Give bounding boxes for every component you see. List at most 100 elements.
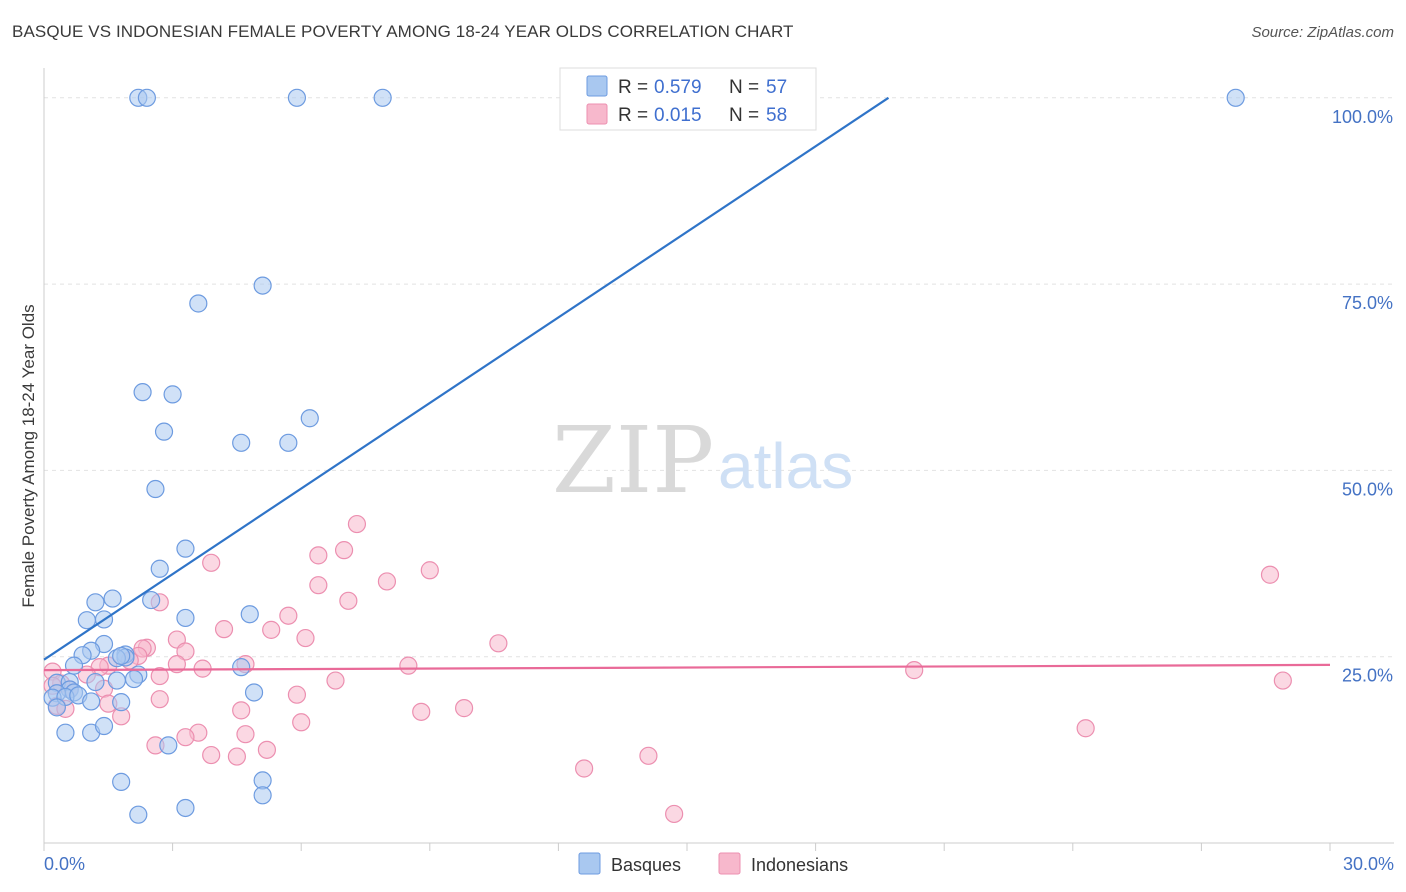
chart-source: Source: ZipAtlas.com (1251, 24, 1394, 41)
indonesian-point (420, 561, 439, 580)
indonesian-point (227, 747, 246, 766)
legend-n-label-basques: N = (729, 77, 759, 98)
series-legend-label-indonesians: Indonesians (751, 855, 848, 875)
indonesian-point (287, 685, 307, 704)
chart-title: BASQUE VS INDONESIAN FEMALE POVERTY AMON… (12, 22, 794, 41)
indonesian-point (167, 655, 186, 674)
basque-point (142, 590, 161, 610)
indonesian-point (292, 713, 311, 732)
basque-point (86, 672, 105, 692)
basque-point (373, 88, 392, 107)
indonesian-point (639, 746, 658, 765)
indonesian-point (334, 541, 354, 560)
x-tick-label-min: 0.0% (44, 854, 85, 874)
watermark-zip: ZIP (552, 407, 714, 514)
y-tick-labels: 25.0% 50.0% 75.0% 100.0% (1332, 107, 1393, 686)
basque-point (47, 698, 66, 717)
indonesian-point (279, 606, 298, 625)
basque-point (133, 383, 152, 402)
series-legend: Basques Indonesians (578, 852, 848, 875)
indonesian-point (232, 701, 251, 720)
basque-point (279, 433, 298, 452)
basque-point (129, 805, 148, 824)
basque-point (56, 723, 75, 742)
indonesian-point (202, 553, 221, 572)
basque-point (103, 589, 122, 608)
watermark: ZIP atlas (552, 407, 853, 514)
indonesian-point (150, 690, 169, 709)
indonesian-point (176, 728, 195, 747)
indonesian-point (1260, 565, 1280, 584)
basque-point (189, 294, 208, 313)
gridlines (44, 97, 1394, 658)
indonesian-point (150, 666, 169, 686)
basque-trend-line (43, 96, 890, 661)
basque-point (176, 539, 195, 558)
indonesian-point (176, 642, 195, 661)
basque-point (146, 479, 165, 499)
indonesian-point (309, 546, 328, 565)
indonesian-point (377, 572, 397, 591)
axes (43, 68, 1394, 844)
basque-point (82, 692, 101, 711)
legend-n-value-indonesians: 58 (766, 105, 787, 126)
indonesian-point (326, 671, 345, 690)
indonesian-point (905, 661, 924, 680)
basque-point (163, 385, 182, 404)
stats-legend: R = 0.579 N = 57 R = 0.015 N = 58 (559, 67, 817, 131)
basque-point (112, 693, 131, 712)
x-tick-label-max: 30.0% (1343, 854, 1394, 874)
legend-r-value-basques: 0.579 (654, 77, 702, 98)
indonesian-point (262, 620, 281, 639)
legend-r-label-indonesians: R = (618, 105, 648, 126)
indonesian-point (347, 514, 367, 534)
legend-r-value-indonesians: 0.015 (654, 105, 702, 126)
indonesian-point (236, 725, 255, 744)
y-axis-label: Female Poverty Among 18-24 Year Olds (19, 304, 38, 607)
basque-point (287, 88, 307, 107)
indonesian-point (412, 702, 431, 721)
indonesian-point (339, 591, 358, 610)
watermark-atlas: atlas (718, 430, 853, 502)
basque-point (253, 276, 272, 295)
indonesian-point (1273, 671, 1292, 690)
y-tick-label: 75.0% (1342, 293, 1393, 313)
basque-point (86, 593, 105, 612)
basque-point (176, 608, 195, 628)
indonesian-point (214, 620, 234, 639)
legend-n-label-indonesians: N = (729, 105, 759, 126)
basque-point (300, 409, 319, 428)
indonesian-point (489, 634, 508, 653)
indonesian-point (575, 759, 594, 778)
y-tick-label: 50.0% (1342, 479, 1393, 499)
basque-point (232, 658, 251, 677)
basque-point (77, 611, 96, 630)
indonesian-point (1076, 719, 1095, 738)
basques-points (43, 88, 1245, 824)
basque-point (124, 669, 144, 689)
basque-point (159, 736, 178, 755)
basque-point (240, 605, 259, 624)
basque-point (232, 433, 251, 452)
indonesian-trend-line (43, 663, 1331, 672)
indonesian-point (296, 628, 315, 648)
series-legend-label-basques: Basques (611, 855, 681, 875)
indonesian-point (309, 576, 328, 595)
basque-point (150, 559, 169, 578)
basque-point (137, 88, 156, 107)
basque-point (176, 798, 195, 818)
indonesian-point (665, 804, 684, 824)
indonesian-point (454, 699, 474, 718)
basque-point (244, 683, 264, 702)
trend-lines (43, 96, 1331, 672)
y-tick-label: 100.0% (1332, 107, 1393, 127)
x-ticks (43, 843, 1331, 851)
legend-r-label-basques: R = (618, 77, 648, 98)
indonesian-point (399, 656, 418, 675)
series-legend-swatch-basques (578, 852, 601, 875)
legend-swatch-basques (586, 75, 608, 97)
legend-swatch-indonesians (586, 103, 608, 125)
basque-point (64, 656, 84, 675)
basque-point (154, 422, 174, 441)
